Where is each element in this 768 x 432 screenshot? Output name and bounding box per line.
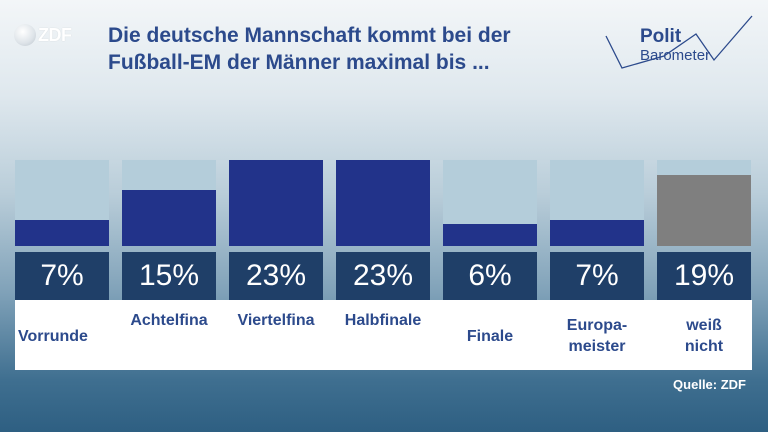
zdf-logo: ZDF xyxy=(14,24,72,46)
bar xyxy=(229,160,323,246)
value-label: 19% xyxy=(657,252,751,300)
bar xyxy=(336,160,430,246)
category-label: Finale xyxy=(466,328,514,345)
politbarometer-barometer: Barometer xyxy=(640,47,711,64)
value-label: 15% xyxy=(122,252,216,300)
value-label: 23% xyxy=(336,252,430,300)
chart-title: Die deutsche Mannschaft kommt bei der Fu… xyxy=(108,24,511,74)
politbarometer-polit: Polit xyxy=(640,26,682,47)
value-label: 7% xyxy=(15,252,109,300)
category-label: weiß nicht xyxy=(684,317,724,355)
bar xyxy=(657,175,751,246)
category-label: Achtelfina xyxy=(130,312,208,329)
category-label: Vorrunde xyxy=(18,328,88,345)
category-label-panel xyxy=(15,300,752,370)
bar xyxy=(443,224,537,246)
source-note: Quelle: ZDF xyxy=(673,377,746,392)
value-label: 6% xyxy=(443,252,537,300)
zdf-logo-circle-icon xyxy=(14,24,36,46)
value-label: 7% xyxy=(550,252,644,300)
category-label: Halbfinale xyxy=(344,312,422,329)
category-label: Europa- meister xyxy=(566,317,628,355)
category-label: Viertelfina xyxy=(237,312,315,329)
politbarometer-logo-icon xyxy=(605,15,753,69)
bar xyxy=(550,220,644,246)
bar xyxy=(122,190,216,246)
value-label: 23% xyxy=(229,252,323,300)
bar xyxy=(15,220,109,246)
zdf-logo-text: ZDF xyxy=(38,24,72,45)
